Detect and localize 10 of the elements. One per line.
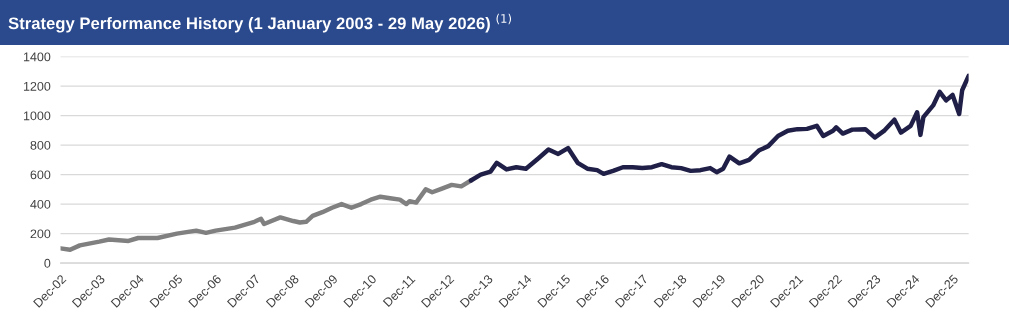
y-tick-label: 600 [30, 170, 51, 180]
y-tick-label: 800 [30, 140, 51, 150]
chart-title: Strategy Performance History (1 January 2003 - 29 May 2026) $^{(1)}$ [8, 13, 512, 33]
y-tick-label: 1400 [23, 52, 51, 62]
y-tick-label: 1000 [23, 111, 51, 121]
line-series [468, 73, 969, 183]
y-tick-label: 0 [44, 258, 51, 268]
y-tick-label: 200 [30, 229, 51, 239]
y-tick-label: 400 [30, 199, 51, 209]
y-tick-label: 1200 [23, 81, 51, 91]
